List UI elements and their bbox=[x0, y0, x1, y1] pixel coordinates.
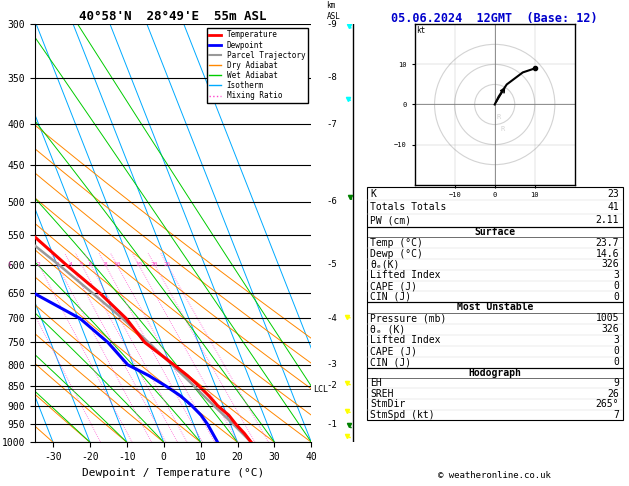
Text: Most Unstable: Most Unstable bbox=[457, 302, 533, 312]
Text: 23.7: 23.7 bbox=[596, 238, 619, 248]
Text: 2: 2 bbox=[37, 262, 41, 267]
Text: 0: 0 bbox=[613, 292, 619, 302]
Text: Lifted Index: Lifted Index bbox=[370, 270, 441, 280]
Text: Temp (°C): Temp (°C) bbox=[370, 238, 423, 248]
Text: R: R bbox=[496, 114, 501, 120]
Text: 4: 4 bbox=[69, 262, 73, 267]
Text: θₑ(K): θₑ(K) bbox=[370, 260, 400, 269]
Text: PW (cm): PW (cm) bbox=[370, 215, 411, 226]
Text: -2: -2 bbox=[326, 382, 337, 390]
Text: Lifted Index: Lifted Index bbox=[370, 335, 441, 346]
Text: km
ASL: km ASL bbox=[326, 1, 340, 21]
Title: 40°58'N  28°49'E  55m ASL: 40°58'N 28°49'E 55m ASL bbox=[79, 10, 267, 23]
Text: kt: kt bbox=[416, 26, 426, 35]
Text: 0: 0 bbox=[613, 347, 619, 356]
Text: CIN (J): CIN (J) bbox=[370, 357, 411, 367]
Text: -3: -3 bbox=[326, 360, 337, 369]
Text: 15: 15 bbox=[135, 262, 143, 267]
Text: -9: -9 bbox=[326, 20, 337, 29]
Text: 10: 10 bbox=[113, 262, 121, 267]
Text: EH: EH bbox=[370, 378, 382, 388]
Text: 1005: 1005 bbox=[596, 313, 619, 323]
Text: 23: 23 bbox=[607, 189, 619, 199]
Text: -1: -1 bbox=[326, 420, 337, 429]
Text: Hodograph: Hodograph bbox=[468, 368, 521, 378]
Text: 3: 3 bbox=[613, 335, 619, 346]
Text: © weatheronline.co.uk: © weatheronline.co.uk bbox=[438, 470, 551, 480]
Text: 326: 326 bbox=[601, 324, 619, 334]
Text: 05.06.2024  12GMT  (Base: 12): 05.06.2024 12GMT (Base: 12) bbox=[391, 12, 598, 25]
Text: -6: -6 bbox=[326, 197, 337, 206]
Text: θₑ (K): θₑ (K) bbox=[370, 324, 406, 334]
Text: 3: 3 bbox=[55, 262, 59, 267]
Text: SREH: SREH bbox=[370, 389, 394, 399]
Text: 0: 0 bbox=[613, 357, 619, 367]
Text: -4: -4 bbox=[326, 314, 337, 323]
Text: 14.6: 14.6 bbox=[596, 248, 619, 259]
Text: K: K bbox=[370, 189, 376, 199]
Text: -5: -5 bbox=[326, 260, 337, 269]
Text: 1: 1 bbox=[7, 262, 11, 267]
Text: 5: 5 bbox=[80, 262, 84, 267]
Text: Totals Totals: Totals Totals bbox=[370, 202, 447, 212]
Text: 41: 41 bbox=[607, 202, 619, 212]
Text: 7: 7 bbox=[613, 410, 619, 420]
X-axis label: Dewpoint / Temperature (°C): Dewpoint / Temperature (°C) bbox=[82, 468, 264, 478]
Text: LCL: LCL bbox=[313, 384, 328, 394]
Text: CIN (J): CIN (J) bbox=[370, 292, 411, 302]
Text: 20: 20 bbox=[151, 262, 159, 267]
Text: 6: 6 bbox=[89, 262, 92, 267]
Text: 8: 8 bbox=[104, 262, 107, 267]
Text: Surface: Surface bbox=[474, 227, 515, 237]
Text: 0: 0 bbox=[613, 281, 619, 291]
Text: CAPE (J): CAPE (J) bbox=[370, 281, 418, 291]
Text: Pressure (mb): Pressure (mb) bbox=[370, 313, 447, 323]
Text: CAPE (J): CAPE (J) bbox=[370, 347, 418, 356]
Text: Dewp (°C): Dewp (°C) bbox=[370, 248, 423, 259]
Legend: Temperature, Dewpoint, Parcel Trajectory, Dry Adiabat, Wet Adiabat, Isotherm, Mi: Temperature, Dewpoint, Parcel Trajectory… bbox=[207, 28, 308, 103]
Text: 3: 3 bbox=[613, 270, 619, 280]
Text: 26: 26 bbox=[607, 389, 619, 399]
Text: 2.11: 2.11 bbox=[596, 215, 619, 226]
Text: 25: 25 bbox=[164, 262, 171, 267]
Text: 326: 326 bbox=[601, 260, 619, 269]
Text: R: R bbox=[501, 125, 505, 132]
Text: StmDir: StmDir bbox=[370, 399, 406, 409]
Text: StmSpd (kt): StmSpd (kt) bbox=[370, 410, 435, 420]
Text: 9: 9 bbox=[613, 378, 619, 388]
Text: 265°: 265° bbox=[596, 399, 619, 409]
Text: -8: -8 bbox=[326, 73, 337, 82]
Text: -7: -7 bbox=[326, 120, 337, 129]
